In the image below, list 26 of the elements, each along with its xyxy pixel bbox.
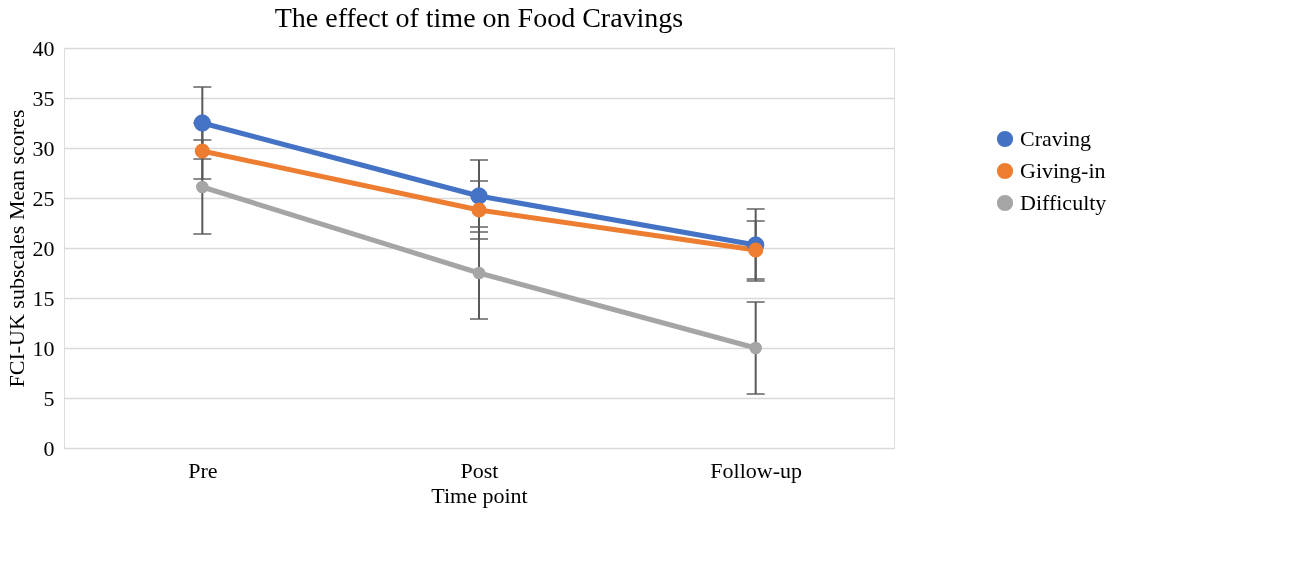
point: [749, 341, 762, 355]
y-tick-label: 40: [32, 35, 55, 61]
legend-label: Giving-in: [1020, 158, 1106, 183]
x-tick-label: Pre: [188, 457, 218, 483]
x-tick-label: Post: [460, 457, 499, 483]
y-tick-label: 0: [43, 435, 55, 461]
y-tick-label: 30: [32, 135, 55, 161]
y-axis-title: FCI-UK subscales Mean scores: [3, 109, 29, 388]
y-tick-label: 15: [32, 285, 55, 311]
legend-label: Difficulty: [1020, 190, 1107, 215]
point: [196, 180, 209, 194]
point: [471, 202, 487, 218]
point: [470, 187, 488, 205]
x-axis-title: Time point: [431, 482, 528, 508]
y-tick-label: 35: [32, 85, 55, 111]
x-tick-label: Follow-up: [710, 457, 803, 483]
point: [194, 143, 210, 159]
y-tick-label: 5: [43, 385, 55, 411]
y-tick-label: 10: [32, 335, 55, 361]
point: [193, 114, 211, 132]
chart-title: The effect of time on Food Cravings: [274, 2, 684, 33]
y-tick-label: 25: [32, 185, 55, 211]
legend-label: Craving: [1020, 126, 1091, 151]
point: [748, 242, 764, 258]
y-tick-label: 20: [32, 235, 55, 261]
point: [472, 266, 486, 280]
